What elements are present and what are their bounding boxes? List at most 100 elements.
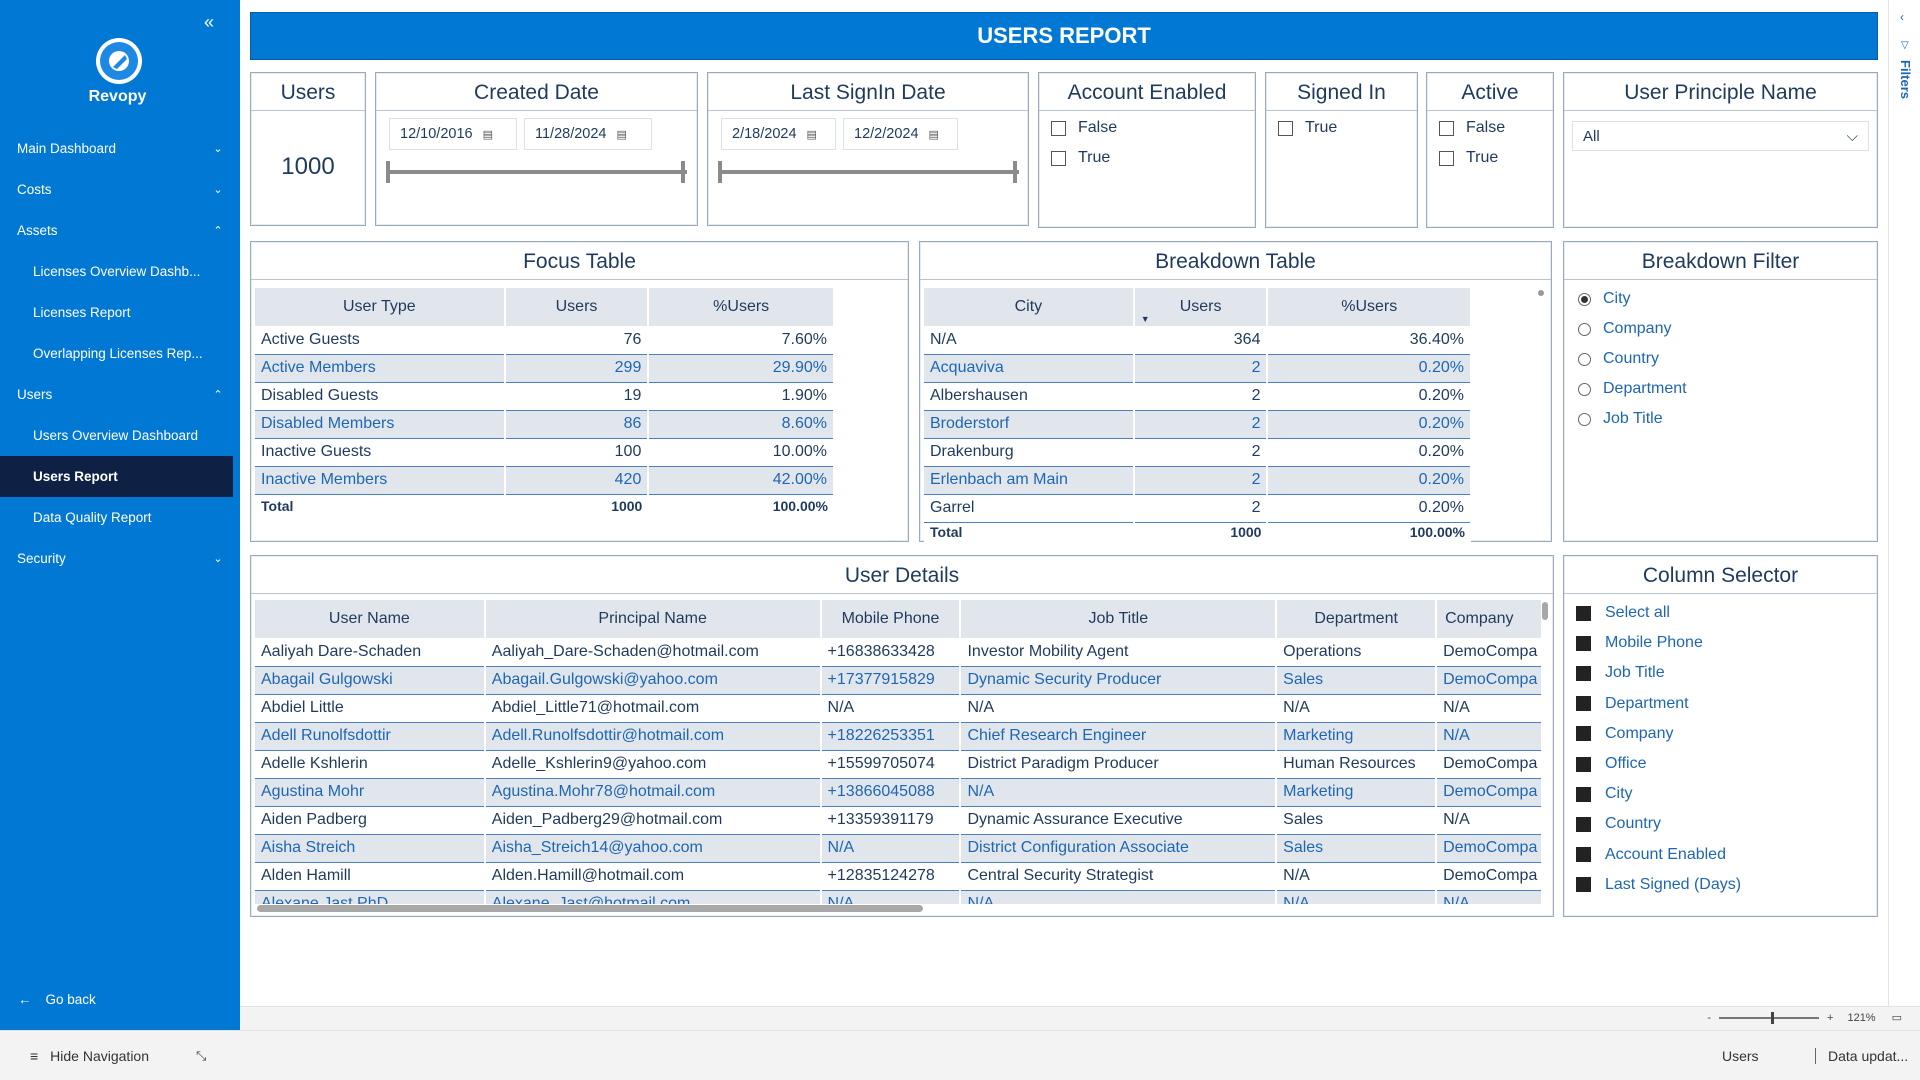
sidebar-item-licenses-report[interactable]: Licenses Report xyxy=(0,292,240,333)
table-row[interactable]: Garrel 2 0.20% xyxy=(924,494,1472,523)
slider-handle-left[interactable] xyxy=(718,161,722,183)
vertical-scrollbar[interactable] xyxy=(1542,602,1548,620)
checkbox[interactable] xyxy=(1051,120,1066,136)
chevron-down-icon[interactable]: ⌄ xyxy=(213,184,223,196)
radio-button[interactable] xyxy=(1578,322,1591,336)
calendar-icon[interactable]: ▤ xyxy=(806,128,817,141)
chevron-down-icon[interactable]: ⌄ xyxy=(213,553,223,565)
created-date-slider[interactable] xyxy=(387,170,687,174)
radio-button[interactable] xyxy=(1578,292,1591,306)
slider-handle-right[interactable] xyxy=(681,161,685,183)
checkbox-checked[interactable] xyxy=(1576,605,1591,621)
calendar-icon[interactable]: ▤ xyxy=(928,128,939,141)
sidebar-item-costs[interactable]: Costs ⌄ xyxy=(0,169,240,210)
zoom-slider-thumb[interactable] xyxy=(1771,1011,1775,1024)
checkbox[interactable] xyxy=(1439,150,1454,166)
column-header[interactable]: Job Title xyxy=(960,600,1278,638)
active-option-true[interactable]: True xyxy=(1439,149,1498,167)
table-row[interactable]: Disabled Guests 19 1.90% xyxy=(255,382,835,411)
column-header[interactable]: Mobile Phone xyxy=(820,600,962,638)
column-option-company[interactable]: Company xyxy=(1576,725,1673,743)
table-row[interactable]: Abdiel Little Abdiel_Little71@hotmail.com… xyxy=(255,694,1541,723)
chevron-up-icon[interactable]: ⌃ xyxy=(213,389,223,401)
checkbox-checked[interactable] xyxy=(1576,696,1591,712)
slider-handle-right[interactable] xyxy=(1013,161,1017,183)
account-enabled-option-false[interactable]: False xyxy=(1051,119,1117,137)
minimize-icon[interactable]: ⤡ xyxy=(196,1048,207,1063)
table-row[interactable]: Inactive Members 420 42.00% xyxy=(255,466,835,495)
horizontal-scrollbar[interactable] xyxy=(257,905,923,912)
hide-navigation-button[interactable]: ≡ Hide Navigation xyxy=(30,1048,150,1064)
breakdown-option-company[interactable]: Company xyxy=(1578,320,1671,338)
active-option-false[interactable]: False xyxy=(1439,119,1505,137)
created-date-to[interactable]: 11/28/2024 ▤ xyxy=(524,118,652,150)
column-header[interactable]: Principal Name xyxy=(484,600,822,638)
sidebar-item-licenses-overview-dashb[interactable]: Licenses Overview Dashb... xyxy=(0,251,240,292)
table-row[interactable]: Active Members 299 29.90% xyxy=(255,354,835,383)
column-header[interactable]: Department xyxy=(1276,600,1438,638)
sidebar-item-users-report[interactable]: Users Report xyxy=(0,456,233,497)
column-option-mobile-phone[interactable]: Mobile Phone xyxy=(1576,634,1703,652)
slider-handle-left[interactable] xyxy=(386,161,390,183)
sidebar-item-overlapping-licenses-rep[interactable]: Overlapping Licenses Rep... xyxy=(0,333,240,374)
table-row[interactable]: Albershausen 2 0.20% xyxy=(924,382,1472,411)
sort-desc-icon[interactable]: ▼ xyxy=(1140,314,1150,324)
checkbox-checked[interactable] xyxy=(1576,847,1591,863)
column-header[interactable]: Users xyxy=(504,288,650,326)
account-enabled-option-true[interactable]: True xyxy=(1051,149,1110,167)
checkbox[interactable] xyxy=(1051,150,1066,166)
checkbox-checked[interactable] xyxy=(1576,786,1591,802)
breakdown-option-job-title[interactable]: Job Title xyxy=(1578,410,1663,428)
chevron-down-icon[interactable]: ⌄ xyxy=(213,143,223,155)
table-row[interactable]: Erlenbach am Main 2 0.20% xyxy=(924,466,1472,495)
table-row[interactable]: Inactive Guests 100 10.00% xyxy=(255,438,835,467)
table-row[interactable]: Adell Runolfsdottir Adell.Runolfsdottir@h… xyxy=(255,722,1541,751)
table-row[interactable]: Abagail Gulgowski Abagail.Gulgowski@yahoo… xyxy=(255,666,1541,695)
filters-pane[interactable] xyxy=(1888,0,1920,1030)
chevron-left-icon[interactable]: ‹ xyxy=(1900,10,1904,24)
column-header[interactable]: Company xyxy=(1436,600,1541,638)
collapse-sidebar-icon[interactable]: « xyxy=(204,12,215,32)
column-option-account-enabled[interactable]: Account Enabled xyxy=(1576,846,1726,864)
sidebar-item-main-dashboard[interactable]: Main Dashboard ⌄ xyxy=(0,128,240,169)
sidebar-item-data-quality-report[interactable]: Data Quality Report xyxy=(0,497,240,538)
column-option-office[interactable]: Office xyxy=(1576,755,1647,773)
sidebar-item-assets[interactable]: Assets ⌃ xyxy=(0,210,240,251)
radio-button[interactable] xyxy=(1578,382,1591,396)
calendar-icon[interactable]: ▤ xyxy=(616,128,627,141)
table-row[interactable]: Broderstorf 2 0.20% xyxy=(924,410,1472,439)
last-signin-from[interactable]: 2/18/2024 ▤ xyxy=(721,118,836,150)
calendar-icon[interactable]: ▤ xyxy=(482,128,493,141)
table-row[interactable]: Alexane Jast PhD Alexane_Jast@hotmail.com… xyxy=(255,890,1541,904)
sidebar-item-users[interactable]: Users ⌃ xyxy=(0,374,240,415)
go-back-button[interactable]: ← Go back xyxy=(18,992,96,1007)
table-row[interactable]: N/A 364 36.40% xyxy=(924,326,1472,355)
sidebar-item-security[interactable]: Security ⌄ xyxy=(0,538,240,579)
signed-in-option-true[interactable]: True xyxy=(1278,119,1337,137)
breakdown-option-city[interactable]: City xyxy=(1578,290,1631,308)
chevron-up-icon[interactable]: ⌃ xyxy=(213,225,223,237)
filter-icon[interactable]: ▽ xyxy=(1901,40,1909,51)
column-header[interactable]: Users ▼ xyxy=(1133,288,1269,326)
checkbox[interactable] xyxy=(1439,120,1454,136)
sidebar-item-users-overview-dashboard[interactable]: Users Overview Dashboard xyxy=(0,415,240,456)
table-row[interactable]: Active Guests 76 7.60% xyxy=(255,326,835,355)
zoom-slider[interactable] xyxy=(1719,1011,1820,1024)
table-row[interactable]: Alden Hamill Alden.Hamill@hotmail.com +128… xyxy=(255,862,1541,891)
table-row[interactable]: Drakenburg 2 0.20% xyxy=(924,438,1472,467)
checkbox-checked[interactable] xyxy=(1576,877,1591,893)
table-row[interactable]: Acquaviva 2 0.20% xyxy=(924,354,1472,383)
radio-button[interactable] xyxy=(1578,352,1591,366)
table-row[interactable]: Adelle Kshlerin Adelle_Kshlerin9@yahoo.co… xyxy=(255,750,1541,779)
column-option-department[interactable]: Department xyxy=(1576,695,1689,713)
column-option-last-signed-days[interactable]: Last Signed (Days) xyxy=(1576,876,1741,894)
fit-page-icon[interactable]: ▭ xyxy=(1891,1012,1902,1024)
column-option-select-all[interactable]: Select all xyxy=(1576,604,1670,622)
column-option-city[interactable]: City xyxy=(1576,785,1633,803)
breakdown-option-country[interactable]: Country xyxy=(1578,350,1659,368)
table-row[interactable]: Agustina Mohr Agustina.Mohr78@hotmail.com… xyxy=(255,778,1541,807)
checkbox-checked[interactable] xyxy=(1576,726,1591,742)
column-header[interactable]: %Users xyxy=(1267,288,1472,326)
created-date-from[interactable]: 12/10/2016 ▤ xyxy=(389,118,517,150)
column-option-job-title[interactable]: Job Title xyxy=(1576,664,1665,682)
